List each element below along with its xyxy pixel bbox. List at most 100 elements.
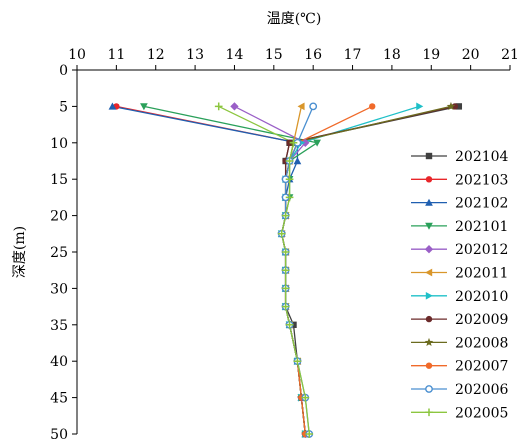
- series-markers-202005: [214, 102, 314, 438]
- data-point: [416, 102, 424, 111]
- data-point: [285, 320, 294, 329]
- series-markers-202103: [113, 103, 309, 438]
- data-point: [313, 139, 321, 147]
- legend-item-202008: 202008: [411, 335, 508, 351]
- data-point: [425, 152, 433, 160]
- legend-label: 202005: [455, 405, 508, 421]
- data-point: [309, 102, 318, 111]
- data-point: [425, 315, 433, 323]
- legend-item-202009: 202009: [411, 312, 508, 328]
- y-tick-label: 50: [50, 427, 68, 441]
- legend-item-202006: 202006: [411, 382, 509, 398]
- x-axis-title: 温度(℃): [267, 11, 322, 27]
- data-point: [305, 430, 314, 438]
- legend-label: 202006: [455, 382, 509, 398]
- data-point: [369, 103, 376, 110]
- y-tick-label: 15: [50, 172, 68, 188]
- x-tick-label: 19: [422, 47, 440, 63]
- data-point: [281, 266, 290, 275]
- legend: 202104 202103 202102 202101 202012 202011 2020…: [411, 149, 509, 421]
- legend-label: 202010: [455, 289, 508, 305]
- series-line-202012: [234, 105, 307, 435]
- legend-item-202005: 202005: [411, 405, 508, 421]
- legend-label: 202009: [455, 312, 508, 328]
- data-point: [425, 291, 433, 300]
- y-tick-label: 10: [50, 136, 68, 152]
- data-point: [230, 102, 239, 111]
- data-point: [281, 211, 290, 220]
- data-point: [277, 229, 286, 238]
- data-point: [425, 362, 433, 369]
- data-point: [286, 139, 293, 146]
- legend-label: 202102: [455, 196, 508, 212]
- y-tick-label: 5: [59, 99, 68, 115]
- data-point: [425, 385, 433, 393]
- x-tick-label: 16: [304, 47, 322, 63]
- y-tick-label: 0: [59, 63, 68, 79]
- data-point: [425, 176, 433, 183]
- legend-item-202010: 202010: [411, 289, 508, 305]
- legend-item-202012: 202012: [411, 242, 508, 258]
- x-tick-label: 13: [186, 47, 204, 63]
- y-tick-label: 25: [50, 245, 68, 261]
- y-axis-title: 深度(m): [12, 226, 28, 278]
- legend-item-202007: 202007: [411, 359, 508, 375]
- x-tick-label: 10: [68, 47, 86, 63]
- data-point: [425, 408, 433, 417]
- legend-label: 202008: [455, 335, 508, 351]
- axes: 10 11 12 13 14 15 16 17 18 19 20 21 0 5 10 15 20 25 30 35 40…: [50, 47, 519, 441]
- data-point: [285, 157, 294, 165]
- series-markers-202104: [278, 103, 463, 438]
- data-point: [214, 102, 223, 111]
- data-point: [285, 175, 294, 184]
- legend-item-202011: 202011: [411, 266, 508, 282]
- legend-label: 202012: [455, 242, 508, 258]
- legend-label: 202104: [455, 149, 509, 165]
- data-point: [425, 222, 433, 230]
- series-line-202005: [218, 105, 310, 435]
- legend-label: 202103: [455, 172, 508, 188]
- series-line-202102: [112, 105, 306, 435]
- data-point: [293, 157, 302, 165]
- data-point: [455, 103, 463, 110]
- y-tick-label: 40: [50, 354, 68, 370]
- data-point: [281, 248, 290, 256]
- data-point: [140, 103, 148, 111]
- data-point: [293, 357, 302, 366]
- data-point: [297, 102, 305, 111]
- y-tick-label: 45: [50, 391, 68, 407]
- data-point: [285, 193, 294, 202]
- x-tick-label: 18: [383, 47, 401, 63]
- data-point: [289, 138, 298, 147]
- data-point: [424, 245, 434, 254]
- x-tick-label: 17: [344, 47, 362, 63]
- data-point: [425, 268, 433, 277]
- data-point: [301, 393, 310, 402]
- series-markers: [108, 101, 463, 439]
- legend-label: 202101: [455, 219, 508, 235]
- data-point: [425, 198, 433, 206]
- x-tick-label: 14: [226, 47, 244, 63]
- data-point: [446, 101, 456, 111]
- data-point: [451, 103, 459, 110]
- legend-item-202101: 202101: [411, 219, 508, 235]
- series-markers-202102: [108, 102, 310, 438]
- data-point: [281, 302, 290, 311]
- x-tick-label: 15: [265, 47, 283, 63]
- x-tick-label: 21: [501, 47, 519, 63]
- data-point: [424, 337, 434, 347]
- y-tick-label: 20: [50, 209, 68, 225]
- legend-label: 202007: [455, 359, 508, 375]
- legend-item-202103: 202103: [411, 172, 508, 188]
- x-tick-label: 12: [147, 47, 165, 63]
- x-tick-label: 20: [462, 47, 480, 63]
- data-point: [108, 102, 117, 110]
- y-tick-label: 35: [50, 318, 68, 334]
- legend-item-202102: 202102: [411, 196, 508, 212]
- series-line-202103: [116, 105, 306, 435]
- series-line-202007: [281, 105, 373, 435]
- legend-item-202104: 202104: [411, 149, 509, 165]
- x-tick-label: 11: [107, 47, 125, 63]
